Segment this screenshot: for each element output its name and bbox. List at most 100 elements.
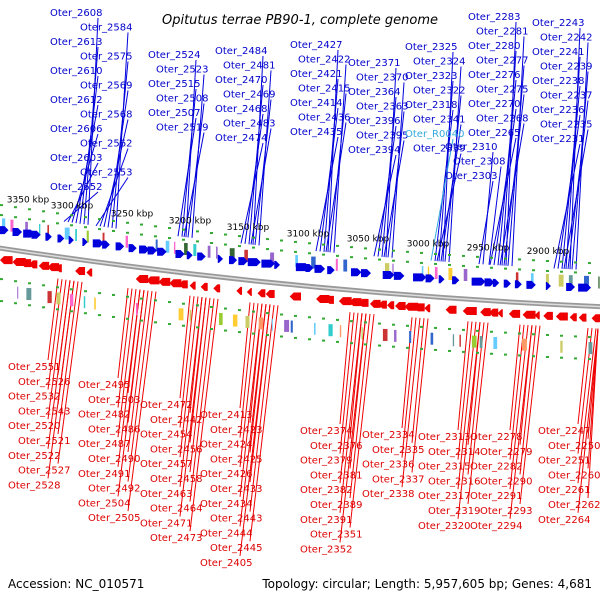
reverse-gene-label: Oter_2454: [140, 430, 193, 441]
forward-gene-arrow: [217, 254, 224, 263]
leader-line: [339, 312, 355, 454]
tick-mark: [336, 340, 339, 343]
reverse-gene-arrow: [462, 306, 477, 315]
reverse-gene-label: Oter_2434: [200, 499, 253, 510]
tick-mark: [14, 216, 17, 219]
tick-mark: [322, 253, 325, 256]
leader-line: [57, 281, 83, 464]
forward-gene-label: Oter_2568: [80, 110, 133, 121]
reverse-gene-arrow: [289, 292, 302, 301]
tick-mark: [126, 317, 129, 320]
tick-mark: [56, 286, 59, 289]
reverse-gene-arrow: [86, 268, 93, 277]
feature-block: [125, 235, 128, 248]
forward-gene-arrow: [360, 269, 371, 278]
reverse-gene-label: Oter_2433: [210, 484, 263, 495]
leader-line: [401, 317, 417, 458]
forward-gene-label: Oter_2303: [445, 171, 498, 182]
tick-mark: [490, 256, 493, 259]
forward-gene-labels: Oter_2608 Oter_2584 Oter_2613 Oter_2575 Oter…: [50, 8, 593, 193]
tick-mark: [364, 247, 367, 250]
reverse-gene-label: Oter_2443: [210, 514, 263, 525]
reverse-gene-label: Oter_2442: [150, 415, 203, 426]
leader-line: [117, 287, 129, 379]
forward-gene-label: Oter_2468: [215, 104, 268, 115]
reverse-gene-label: Oter_2262: [548, 500, 600, 511]
forward-gene-arrow: [157, 247, 167, 256]
leader-line: [183, 132, 205, 238]
forward-gene-arrow: [452, 276, 460, 285]
tick-mark: [588, 272, 591, 275]
forward-gene-label: Oter_2371: [348, 58, 401, 69]
reverse-gene-label: Oter_2278: [470, 432, 523, 443]
feature-block: [271, 318, 273, 331]
reverse-gene-label: Oter_2445: [210, 543, 263, 554]
leader-line: [249, 304, 275, 512]
leader-line: [179, 295, 191, 399]
tick-mark: [210, 327, 213, 330]
forward-gene-label: Oter_2275: [476, 85, 529, 96]
tick-mark: [462, 328, 465, 331]
leader-line: [339, 312, 351, 425]
forward-gene-label: Oter_2553: [80, 168, 133, 179]
forward-gene-label: Oter_2427: [290, 40, 343, 51]
tick-mark: [70, 224, 73, 227]
tick-mark: [406, 260, 409, 263]
tick-mark: [28, 282, 31, 285]
map-title: Opitutus terrae PB90-1, complete genome: [162, 13, 438, 28]
reverse-gene-label: Oter_2251: [538, 456, 591, 467]
tick-mark: [140, 223, 143, 226]
reverse-gene-label: Oter_2294: [470, 521, 523, 532]
leader-line: [339, 312, 359, 484]
tick-mark: [504, 331, 507, 334]
tick-mark: [84, 216, 87, 219]
leader-line: [240, 142, 264, 244]
feature-block: [245, 315, 250, 328]
tick-mark: [546, 356, 549, 359]
leader-line: [457, 322, 481, 519]
feature-block: [392, 263, 394, 276]
reverse-gene-label: Oter_2551: [8, 362, 61, 373]
forward-gene-arrow: [12, 227, 23, 236]
tick-mark: [266, 238, 269, 241]
tick-mark: [378, 248, 381, 251]
feature-block: [173, 241, 176, 254]
scale-label: 3350 kbp: [7, 195, 50, 205]
reverse-gene-label: Oter_2317: [418, 491, 471, 502]
reverse-gene-label: Oter_2290: [480, 476, 533, 487]
tick-mark: [420, 251, 423, 254]
forward-gene-label: Oter_2364: [348, 87, 401, 98]
tick-mark: [392, 345, 395, 348]
forward-gene-label: Oter_2612: [50, 95, 103, 106]
forward-gene-arrow: [327, 266, 335, 275]
reverse-gene-arrow: [404, 302, 419, 311]
reverse-strand-track: [0, 256, 600, 323]
feature-block: [69, 294, 74, 307]
tick-mark: [532, 269, 535, 272]
feature-block: [2, 218, 6, 231]
forward-gene-arrow: [514, 280, 522, 289]
tick-mark: [84, 312, 87, 315]
forward-gene-arrow: [261, 259, 275, 268]
reverse-gene-label: Oter_2293: [480, 506, 533, 517]
reverse-gene-label: Oter_2314: [428, 447, 481, 458]
reverse-gene-label: Oter_2521: [18, 436, 71, 447]
forward-gene-label: Oter_2524: [148, 50, 201, 61]
leader-line: [189, 298, 219, 532]
leader-line: [179, 297, 207, 517]
forward-gene-label: Oter_2363: [356, 102, 409, 113]
leader-line: [509, 325, 533, 519]
reverse-gene-arrow: [55, 264, 62, 273]
reverse-gene-label: Oter_2319: [428, 506, 481, 517]
reverse-gene-label: Oter_2482: [78, 410, 131, 421]
tick-mark: [448, 253, 451, 256]
reverse-gene-label: Oter_2504: [78, 498, 131, 509]
tick-mark: [448, 349, 451, 352]
accession-label: Accession: NC_010571: [8, 577, 144, 591]
feature-block: [39, 223, 41, 236]
tick-mark: [490, 330, 493, 333]
leader-line: [189, 297, 211, 473]
leader-line: [575, 42, 589, 270]
leader-line: [179, 296, 199, 458]
forward-gene-label: Oter_2508: [156, 94, 209, 105]
